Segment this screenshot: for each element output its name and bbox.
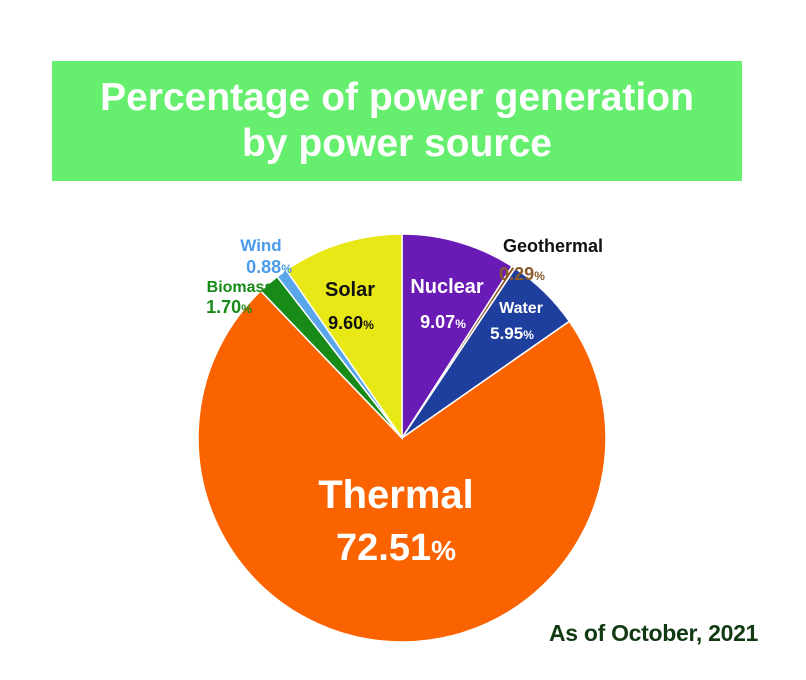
unit-solar: % bbox=[363, 318, 374, 332]
value-wind: 0.88% bbox=[246, 257, 292, 277]
pie-slice-solar bbox=[285, 233, 403, 441]
pie-slice-thermal bbox=[197, 289, 607, 643]
value-water: 5.95% bbox=[490, 324, 534, 343]
label-biomass: Biomass bbox=[207, 279, 274, 296]
unit-water: % bbox=[523, 328, 534, 342]
label-geothermal: Geothermal bbox=[503, 236, 603, 256]
unit-wind: % bbox=[281, 262, 292, 276]
value-geothermal: 0.29% bbox=[499, 264, 545, 284]
value-biomass: 1.70% bbox=[206, 297, 252, 317]
title-line-1: Percentage of power generation bbox=[100, 76, 694, 119]
unit-nuclear: % bbox=[455, 317, 466, 331]
value-solar: 9.60% bbox=[328, 313, 374, 333]
pie-slice-nuclear bbox=[401, 233, 514, 441]
value-nuclear: 9.07% bbox=[420, 312, 466, 332]
pie-labels: Nuclear 9.07% Geothermal 0.29% Water 5.95% The… bbox=[206, 236, 603, 569]
label-wind: Wind bbox=[240, 236, 281, 255]
date-footnote: As of October, 2021 bbox=[549, 620, 759, 646]
unit-thermal: % bbox=[431, 535, 456, 566]
chart-title: Percentage of power generation by power … bbox=[52, 75, 742, 167]
pie-slices bbox=[197, 233, 607, 643]
title-line-2: by power source bbox=[242, 122, 552, 165]
label-thermal: Thermal bbox=[318, 473, 474, 517]
title-banner: Percentage of power generation by power … bbox=[52, 61, 742, 181]
label-solar: Solar bbox=[325, 279, 375, 301]
label-water: Water bbox=[499, 300, 543, 317]
unit-biomass: % bbox=[241, 302, 252, 316]
label-nuclear: Nuclear bbox=[410, 276, 484, 298]
unit-geothermal: % bbox=[534, 269, 545, 283]
